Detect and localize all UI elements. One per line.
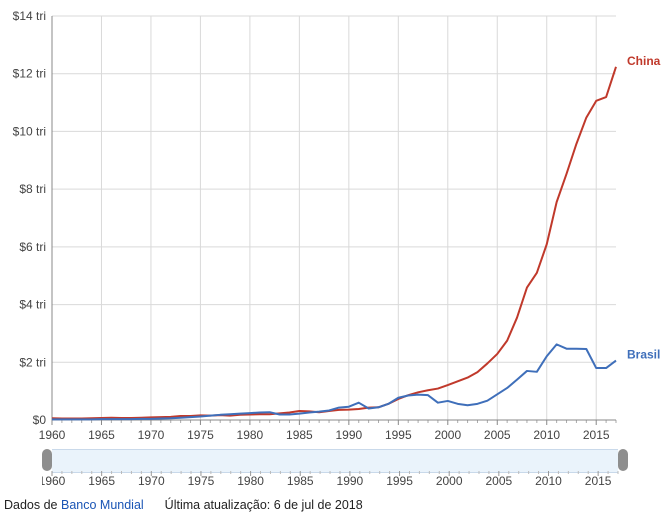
y-tick-label: $10 tri [13,124,46,138]
series-line-brasil [52,343,617,421]
y-tick-label: $2 tri [19,355,46,369]
range-tick-label: 2000 [436,474,463,488]
x-tick-label: 1980 [237,428,264,442]
chart-grid [51,15,616,421]
y-tick-label: $12 tri [13,67,46,81]
x-tick-label: 1970 [138,428,165,442]
y-tick-label: $0 [33,413,47,427]
y-tick-label: $14 tri [13,9,46,23]
x-tick-label: 1995 [385,428,412,442]
x-tick-label: 1975 [187,428,214,442]
last-updated: Última atualização: 6 de jul de 2018 [164,498,363,512]
footer: Dados de Banco Mundial Última atualizaçã… [4,498,363,512]
series-label-brasil: Brasil [627,348,660,362]
y-tick-label: $4 tri [19,298,46,312]
range-handle-right[interactable] [618,449,628,471]
x-tick-label: 1990 [335,428,362,442]
line-chart: $0 $2 tri $4 tri $6 tri $8 tri $10 tri $12 tri… [13,9,661,442]
chart-series [51,66,617,421]
range-selector[interactable]: 1960 1965 1970 1975 1980 1985 1990 1995 2000 2005… [42,449,628,489]
range-tick-label: 1985 [287,474,314,488]
range-tick-label: 1980 [237,474,264,488]
range-handle-left[interactable] [42,449,52,471]
range-tick-label: 2010 [535,474,562,488]
chart-axes [51,16,617,425]
x-tick-label: 1960 [39,428,66,442]
range-tick-label: 1970 [138,474,165,488]
range-mini-chart: 1960 1965 1970 1975 1980 1985 1990 1995 2000 2005… [42,471,619,488]
x-tick-label: 1965 [88,428,115,442]
range-tick-label: 1965 [88,474,115,488]
source-link[interactable]: Banco Mundial [61,498,144,512]
range-tick-label: 2005 [485,474,512,488]
range-tick-label: 1960 [42,474,66,488]
x-tick-label: 2015 [583,428,610,442]
series-label-china: China [627,54,661,68]
range-tick-label: 1995 [386,474,413,488]
range-tick-label: 2015 [585,474,612,488]
source-prefix: Dados de [4,498,58,512]
x-tick-label: 2010 [533,428,560,442]
x-tick-label: 2000 [434,428,461,442]
y-tick-label: $8 tri [19,182,46,196]
x-tick-label: 1985 [286,428,313,442]
range-tick-label: 1975 [188,474,215,488]
chart-ticks: $0 $2 tri $4 tri $6 tri $8 tri $10 tri $12 tri… [13,9,610,442]
series-line-china [51,66,617,420]
chart-series-labels: China Brasil [627,54,661,362]
range-track[interactable] [52,449,618,473]
x-tick-label: 2005 [484,428,511,442]
range-tick-label: 1990 [337,474,364,488]
y-tick-label: $6 tri [19,240,46,254]
